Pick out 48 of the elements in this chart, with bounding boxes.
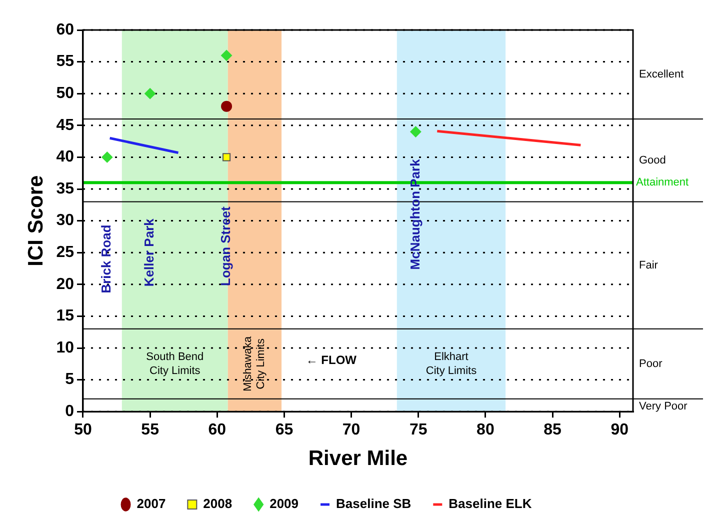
y-tick-label: 25 — [56, 244, 74, 262]
x-tick-label: 80 — [476, 422, 494, 439]
x-tick-label: 65 — [275, 422, 294, 439]
legend-label: Baseline ELK — [448, 496, 532, 512]
x-tick-label: 70 — [342, 422, 360, 439]
y-tick-label: 10 — [56, 339, 74, 356]
text: Excellent — [639, 68, 684, 81]
x-axis-title: River Mile — [308, 447, 408, 470]
y-tick-label: 5 — [65, 371, 74, 388]
annotation: Keller Park — [142, 218, 157, 287]
annotation: ← FLOW — [306, 353, 358, 368]
text: Very Poor — [639, 400, 688, 413]
point — [102, 152, 113, 163]
point — [410, 126, 422, 138]
text: Good — [639, 154, 666, 166]
x-tick-label: 75 — [409, 422, 428, 439]
legend-label: 2008 — [203, 496, 232, 512]
annotation: Logan Street — [218, 206, 234, 286]
x-tick-label: 85 — [544, 422, 562, 439]
band-label: Mishawaka City Limits — [242, 336, 268, 392]
legend-label: Baseline SB — [336, 496, 412, 512]
y-tick-label: 55 — [56, 53, 74, 70]
point — [144, 88, 156, 100]
y-axis-title: ICI Score — [24, 175, 48, 266]
band-label: Elkhart City Limits — [426, 350, 478, 377]
legend-label: 2007 — [136, 496, 166, 512]
point — [221, 50, 232, 61]
y-tick-label: 35 — [56, 180, 74, 198]
y-tick-label: 20 — [56, 276, 74, 293]
y-tick-label: 30 — [56, 212, 74, 230]
y-tick-label: 15 — [56, 308, 74, 325]
ref-line-label: Attainment — [636, 176, 689, 189]
text: Fair — [639, 259, 658, 272]
y-tick-label: 45 — [56, 116, 74, 134]
y-tick-label: 50 — [56, 85, 74, 102]
text: Poor — [639, 358, 663, 370]
y-tick-label: 0 — [65, 403, 74, 420]
x-tick-label: 90 — [610, 422, 629, 439]
legend-label: 2009 — [270, 496, 299, 512]
x-tick-label: 60 — [208, 422, 226, 439]
point — [221, 100, 232, 112]
annotation: Brick Road — [98, 224, 114, 294]
point — [222, 153, 231, 162]
annotation: McNaughton Park — [407, 158, 422, 270]
y-tick-label: 40 — [56, 148, 74, 166]
y-tick-label: 60 — [56, 21, 74, 38]
band-label: South Bend City Limits — [146, 350, 204, 377]
x-tick-label: 55 — [141, 422, 160, 439]
